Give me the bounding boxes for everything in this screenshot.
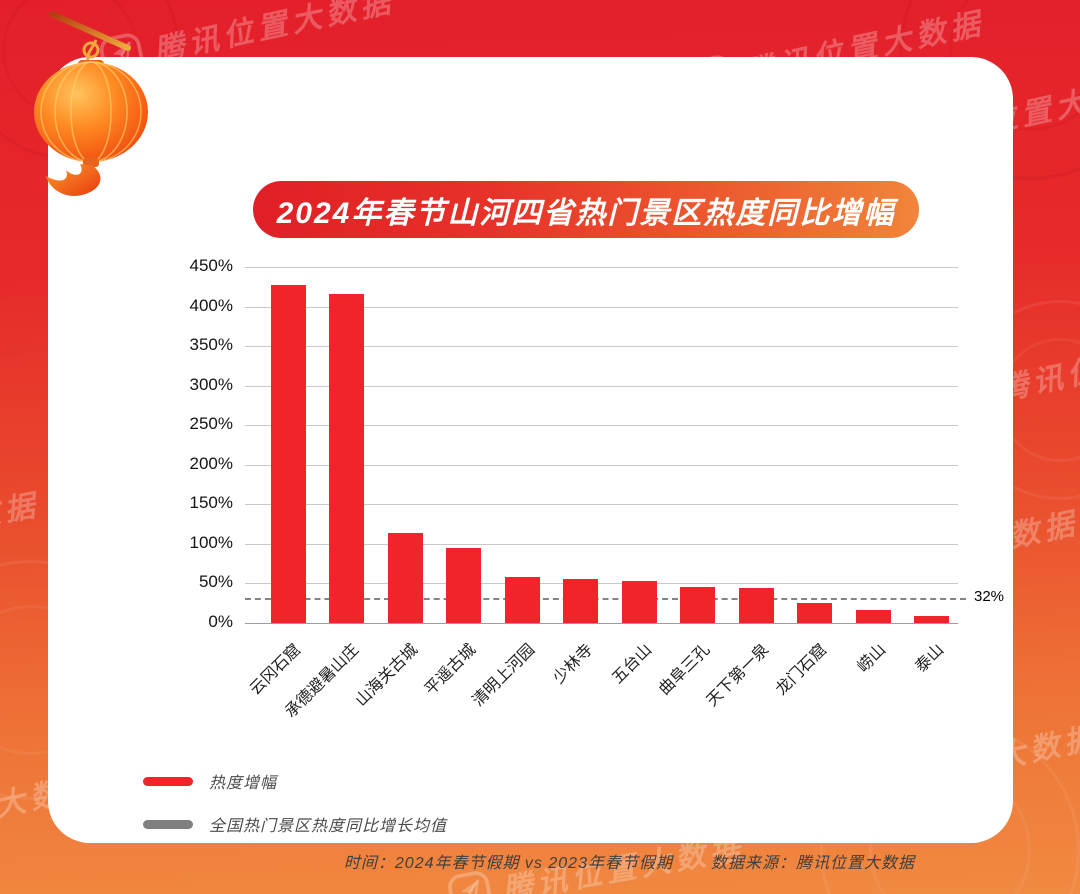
content-card: 2024年春节山河四省热门景区热度同比增幅 0% 50% 100% 150% 200% 2…	[48, 57, 1013, 872]
y-axis-tick: 50%	[198, 572, 233, 592]
y-axis-tick: 100%	[189, 532, 233, 552]
y-axis-tick: 0%	[208, 612, 233, 631]
x-axis-label: 泰山	[913, 641, 948, 676]
gridline	[245, 623, 958, 624]
data-source-label: 数据来源：腾讯位置大数据	[710, 855, 915, 872]
bar-chart: 0% 50% 100% 150% 200% 250% 300% 350% 400% 450% 32%…	[190, 256, 1005, 721]
gridline	[245, 583, 958, 585]
gridline	[245, 346, 958, 348]
watermark-text: 腾讯位置大数据	[0, 489, 43, 565]
y-axis-tick: 450%	[189, 256, 233, 275]
footer-note: 时间：2024年春节假期 vs 2023年春节假期 数据来源：腾讯位置大数据	[344, 849, 915, 873]
gridline	[245, 464, 958, 466]
y-axis-tick: 250%	[189, 414, 233, 434]
legend-label: 热度增幅	[209, 775, 278, 792]
y-axis-tick: 350%	[189, 335, 233, 355]
gridline	[245, 385, 958, 387]
y-axis-tick: 400%	[189, 295, 233, 315]
bar-龙门石窟	[797, 603, 832, 623]
bar-曲阜三孔	[680, 586, 715, 623]
bar-山海关古城	[387, 532, 423, 623]
bar-平遥古城	[446, 547, 481, 623]
legend-label: 全国热门景区热度同比增长均值	[209, 818, 448, 835]
national-average-value-label: 32%	[974, 587, 1005, 605]
legend-item-series: 热度增幅	[143, 769, 277, 793]
bar-崂山	[855, 609, 891, 623]
time-range-label: 时间：2024年春节假期 vs 2023年春节假期	[343, 855, 673, 872]
y-axis-tick: 200%	[189, 453, 233, 473]
national-average-dashed-line	[245, 597, 966, 600]
gridline	[245, 267, 958, 268]
x-axis-label: 清明上河园	[469, 641, 539, 710]
page-title: 2024年春节山河四省热门景区热度同比增幅	[276, 196, 896, 230]
gridline	[245, 425, 958, 427]
legend-swatch-gray	[143, 819, 193, 829]
x-axis-label: 少林寺	[550, 641, 597, 688]
bar-云冈石窟	[270, 285, 306, 623]
bar-五台山	[621, 581, 657, 623]
bar-少林寺	[563, 578, 598, 623]
y-axis-tick: 300%	[189, 374, 233, 394]
x-axis-label: 山海关古城	[352, 641, 422, 710]
gridline	[245, 504, 958, 506]
x-axis-label: 天下第一泉	[703, 641, 773, 710]
title-banner: 2024年春节山河四省热门景区热度同比增幅	[253, 181, 919, 238]
legend-swatch-red	[143, 776, 193, 786]
gridline	[245, 543, 958, 545]
lantern-icon	[34, 11, 148, 196]
bar-天下第一泉	[738, 588, 774, 623]
legend-item-average: 全国热门景区热度同比增长均值	[143, 812, 447, 836]
x-axis-label: 崂山	[854, 641, 890, 676]
bar-承德避暑山庄	[329, 293, 364, 623]
x-axis-label: 龙门石窟	[773, 641, 831, 699]
gridline	[245, 306, 958, 308]
y-axis-tick: 150%	[189, 493, 233, 513]
bar-泰山	[914, 615, 949, 623]
bar-清明上河园	[504, 577, 540, 623]
x-axis-label: 五台山	[609, 641, 656, 688]
